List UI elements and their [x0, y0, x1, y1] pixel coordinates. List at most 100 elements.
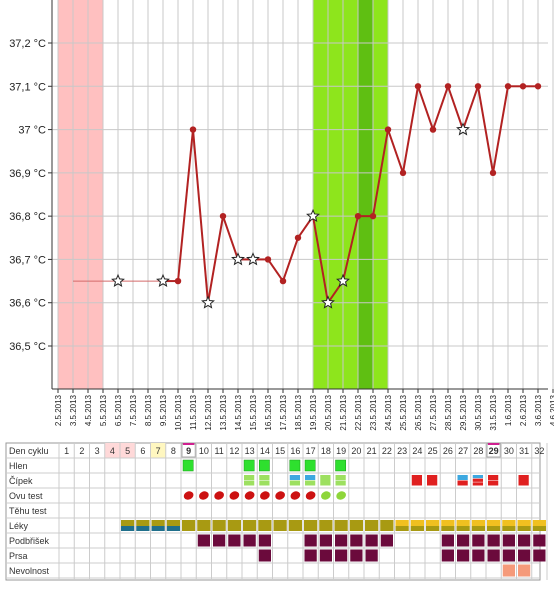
- leky-mark: [136, 526, 150, 531]
- day-number: 28: [473, 446, 483, 456]
- cipek-mark: [244, 480, 255, 486]
- x-tick-label: 27.5.2013: [429, 394, 438, 430]
- data-point: [429, 126, 437, 133]
- data-point: [489, 169, 497, 177]
- x-tick-label: 28.5.2013: [444, 394, 453, 430]
- leky-mark: [410, 526, 424, 531]
- data-point-star: [201, 295, 215, 309]
- day-number: 30: [504, 446, 514, 456]
- hlen-mark: [304, 459, 316, 472]
- cipek-mark: [305, 475, 316, 480]
- data-point: [414, 83, 422, 90]
- series-segment: [402, 86, 419, 174]
- ovu-test-negative: [336, 491, 346, 500]
- leky-mark: [288, 520, 302, 531]
- series-segment: [477, 86, 494, 174]
- day-number: 16: [290, 446, 300, 456]
- x-tick-label: 12.5.2013: [204, 394, 213, 430]
- data-point: [354, 212, 362, 220]
- podbrisek-mark: [228, 534, 241, 547]
- series-segment: [342, 215, 359, 282]
- day-number: 26: [443, 446, 453, 456]
- prsa-mark: [335, 549, 348, 562]
- leky-mark: [517, 520, 531, 526]
- day-number: 11: [214, 446, 223, 456]
- day-number: 4: [110, 446, 115, 456]
- y-tick-label: 37 °C: [18, 125, 46, 137]
- leky-mark: [121, 526, 135, 531]
- leky-mark: [471, 526, 485, 531]
- cipek-mark: [488, 480, 499, 486]
- leky-mark: [349, 520, 363, 531]
- x-tick-label: 18.5.2013: [294, 394, 303, 430]
- day-number: 17: [306, 446, 316, 456]
- ovu-test-positive: [260, 491, 270, 500]
- prsa-mark: [457, 549, 470, 562]
- ovu-test-positive: [229, 491, 240, 500]
- x-tick-label: 7.5.2013: [129, 394, 138, 426]
- cipek-mark: [320, 475, 331, 486]
- podbrisek-mark: [213, 534, 226, 547]
- leky-mark: [166, 520, 180, 526]
- x-tick-label: 10.5.2013: [174, 394, 183, 430]
- leky-mark: [441, 520, 455, 526]
- day-number: 22: [382, 446, 392, 456]
- series-segment: [447, 85, 464, 130]
- row-label: Prsa: [9, 551, 28, 561]
- day-number: 21: [367, 446, 377, 456]
- data-point-star: [321, 295, 335, 309]
- leky-mark: [151, 520, 165, 526]
- row-label: Těhu test: [9, 506, 47, 516]
- data-point-star: [456, 122, 470, 136]
- hlen-mark: [259, 459, 270, 472]
- x-tick-label: 31.5.2013: [489, 394, 498, 430]
- x-tick-label: 2.5.2013: [54, 394, 63, 426]
- podbrisek-mark: [258, 534, 271, 547]
- leky-mark: [517, 526, 531, 531]
- podbrisek-mark: [502, 534, 515, 547]
- leky-mark: [426, 520, 440, 526]
- x-tick-label: 3.5.2013: [69, 394, 78, 426]
- day-highlight: [120, 443, 136, 458]
- x-tick-label: 13.5.2013: [219, 394, 228, 430]
- row-label: Hlen: [9, 461, 28, 471]
- series-segment: [417, 85, 434, 130]
- data-point-star: [156, 273, 170, 287]
- podbrisek-mark: [533, 534, 546, 547]
- podbrisek-mark: [243, 534, 256, 547]
- leky-mark: [532, 526, 546, 531]
- day-number: 31: [519, 446, 529, 456]
- day-number: 19: [336, 446, 346, 456]
- prsa-mark: [319, 549, 332, 562]
- ovu-test-positive: [183, 491, 194, 500]
- hlen-mark: [289, 459, 301, 472]
- x-tick-label: 14.5.2013: [234, 394, 243, 430]
- leky-mark: [395, 526, 409, 531]
- cipek-mark: [457, 480, 468, 486]
- x-tick-label: 25.5.2013: [399, 394, 408, 430]
- row-label: Léky: [9, 521, 29, 531]
- day-highlight: [104, 443, 120, 458]
- day-number: 6: [140, 446, 145, 456]
- day-number: 14: [260, 446, 270, 456]
- x-tick-label: 20.5.2013: [324, 394, 333, 430]
- day-number: 15: [275, 446, 285, 456]
- row-label: Ovu test: [9, 491, 43, 501]
- leky-mark: [471, 520, 485, 526]
- series-segment: [207, 215, 224, 303]
- hlen-mark: [182, 459, 194, 472]
- leky-mark: [410, 520, 424, 526]
- leky-mark: [456, 526, 470, 531]
- data-point-star: [111, 273, 125, 287]
- cipek-mark: [427, 475, 438, 486]
- podbrisek-mark: [197, 534, 210, 547]
- podbrisek-mark: [365, 534, 378, 547]
- hlen-mark: [243, 459, 255, 472]
- row-label: Podbřišek: [9, 536, 50, 546]
- data-point: [219, 212, 227, 220]
- hlen-mark: [335, 459, 346, 472]
- leky-mark: [273, 520, 287, 531]
- cipek-mark: [289, 475, 300, 480]
- leky-mark: [502, 526, 516, 531]
- cipek-mark: [472, 475, 483, 479]
